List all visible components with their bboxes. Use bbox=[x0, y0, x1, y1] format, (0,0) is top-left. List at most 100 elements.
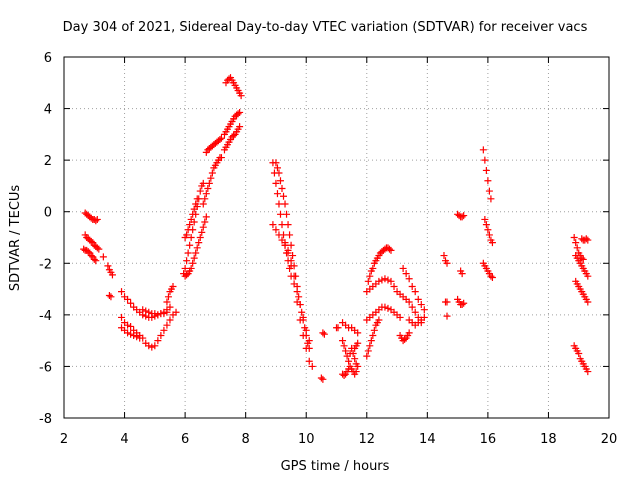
data-point bbox=[278, 185, 286, 193]
data-point bbox=[118, 313, 126, 321]
data-point bbox=[148, 343, 156, 351]
x-tick-label: 14 bbox=[419, 432, 436, 447]
data-points bbox=[80, 74, 592, 383]
data-point bbox=[92, 217, 100, 225]
series-arc-9 bbox=[118, 324, 147, 342]
data-point bbox=[225, 75, 233, 83]
data-point bbox=[584, 272, 592, 280]
series-arc-18 bbox=[220, 123, 244, 154]
data-point bbox=[275, 169, 283, 177]
series-arc-47 bbox=[481, 215, 496, 247]
data-point bbox=[420, 313, 428, 321]
data-point bbox=[124, 329, 132, 337]
series-arc-27 bbox=[333, 324, 342, 332]
data-point bbox=[199, 200, 207, 208]
y-tick-label: 0 bbox=[44, 206, 52, 221]
data-point bbox=[289, 252, 297, 260]
data-point bbox=[293, 288, 301, 296]
data-point bbox=[193, 244, 201, 252]
data-point bbox=[201, 195, 209, 203]
series-arc-31 bbox=[351, 339, 362, 352]
data-point bbox=[364, 277, 372, 285]
data-point bbox=[390, 282, 398, 290]
data-point bbox=[308, 362, 316, 370]
data-point bbox=[367, 337, 375, 345]
x-tick-label: 16 bbox=[480, 432, 497, 447]
plot-frame bbox=[63, 56, 610, 419]
data-point bbox=[216, 136, 224, 144]
data-point bbox=[87, 237, 95, 245]
series-arc-5 bbox=[105, 292, 115, 301]
data-point bbox=[186, 241, 194, 249]
y-tick-label: -6 bbox=[39, 360, 52, 375]
data-point bbox=[420, 306, 428, 314]
series-arc-34 bbox=[363, 303, 404, 324]
y-tick-label: 6 bbox=[44, 51, 52, 66]
data-point bbox=[375, 316, 383, 324]
data-point bbox=[319, 375, 327, 383]
series-arc-14 bbox=[181, 195, 201, 241]
data-point bbox=[302, 326, 310, 334]
data-point bbox=[273, 190, 281, 198]
data-point bbox=[381, 275, 389, 283]
data-point bbox=[127, 330, 135, 338]
data-point bbox=[276, 177, 284, 185]
data-point bbox=[278, 221, 286, 229]
series-arc-33 bbox=[363, 275, 401, 296]
data-point bbox=[481, 215, 489, 223]
data-point bbox=[166, 316, 174, 324]
data-point bbox=[192, 249, 200, 257]
data-point bbox=[317, 374, 325, 382]
data-point bbox=[181, 264, 189, 272]
data-point bbox=[272, 159, 280, 167]
data-point bbox=[299, 313, 307, 321]
data-point bbox=[458, 301, 466, 309]
series-arc-11 bbox=[163, 282, 177, 306]
data-point bbox=[201, 218, 209, 226]
data-point bbox=[118, 288, 126, 296]
data-point bbox=[296, 301, 304, 309]
series-arc-30 bbox=[339, 362, 360, 379]
data-point bbox=[107, 293, 115, 301]
data-point bbox=[93, 244, 101, 252]
series-arc-17 bbox=[202, 134, 225, 156]
data-point bbox=[199, 223, 207, 231]
data-point bbox=[145, 308, 153, 316]
data-point bbox=[399, 264, 407, 272]
data-point bbox=[284, 221, 292, 229]
series-arc-35 bbox=[363, 316, 383, 360]
data-point bbox=[417, 301, 425, 309]
data-point bbox=[481, 156, 489, 164]
data-point bbox=[366, 272, 374, 280]
series-arc-41 bbox=[442, 298, 451, 306]
series-arc-25 bbox=[317, 374, 327, 383]
series-arc-38 bbox=[396, 329, 413, 345]
data-point bbox=[207, 174, 215, 182]
data-point bbox=[414, 295, 422, 303]
data-point bbox=[384, 276, 392, 284]
data-point bbox=[183, 231, 191, 239]
data-point bbox=[487, 272, 495, 280]
data-point bbox=[378, 276, 386, 284]
data-point bbox=[460, 299, 468, 307]
data-point bbox=[275, 200, 283, 208]
data-point bbox=[95, 245, 103, 253]
x-tick-labels: 2 4 6 8 10 12 14 16 18 20 bbox=[60, 432, 617, 447]
data-point bbox=[184, 249, 192, 257]
x-tick-label: 6 bbox=[181, 432, 189, 447]
data-point bbox=[160, 326, 168, 334]
data-point bbox=[151, 310, 159, 318]
series-arc-20 bbox=[222, 74, 245, 100]
data-point bbox=[405, 298, 413, 306]
data-point bbox=[276, 210, 284, 218]
y-tick-labels: -8 -6 -4 -2 0 2 4 6 bbox=[39, 51, 52, 427]
data-point bbox=[408, 282, 416, 290]
data-point bbox=[369, 264, 377, 272]
y-tick-label: -2 bbox=[39, 257, 52, 272]
data-point bbox=[157, 310, 165, 318]
data-point bbox=[93, 215, 101, 223]
data-point bbox=[184, 226, 192, 234]
y-tick-label: -4 bbox=[39, 309, 52, 324]
data-point bbox=[202, 190, 210, 198]
